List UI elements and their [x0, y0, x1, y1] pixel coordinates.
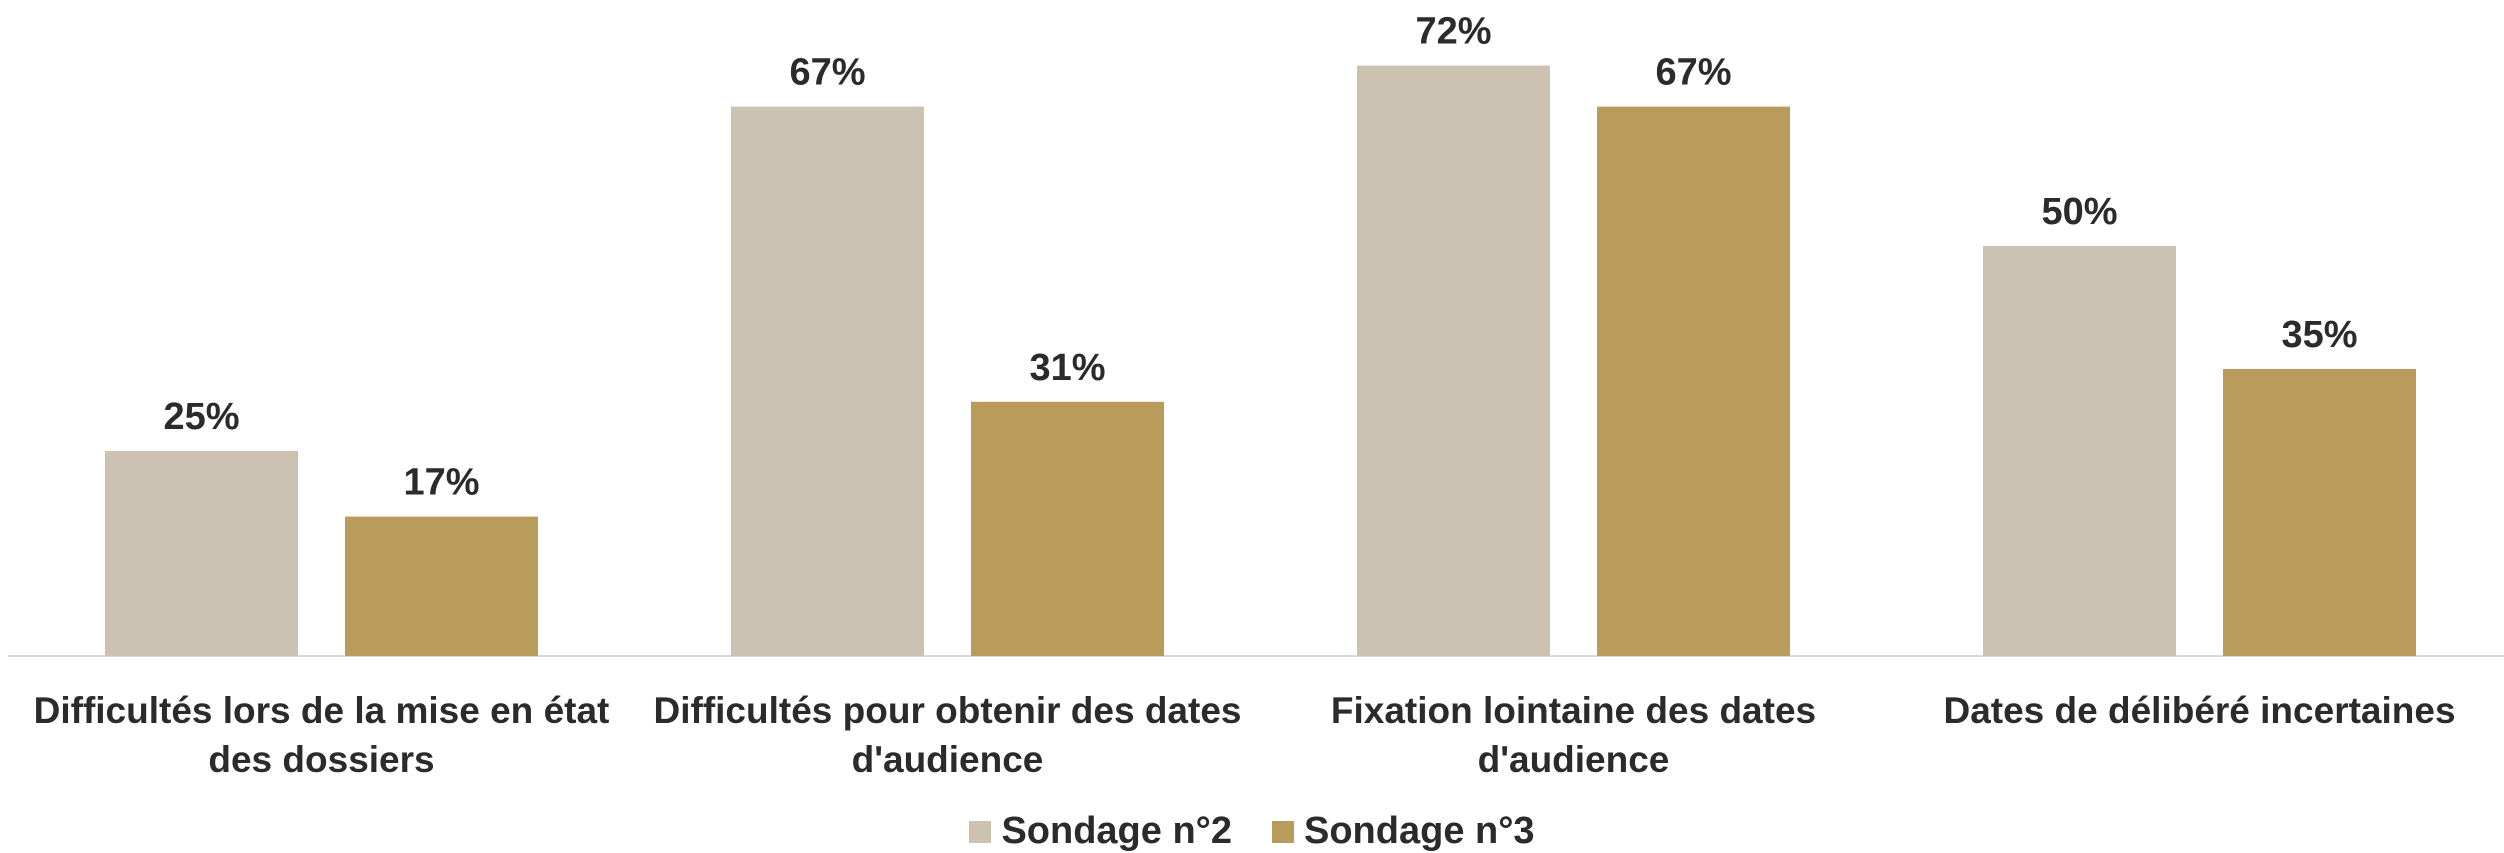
- legend-label: Sondage n°2: [1001, 810, 1232, 852]
- bar: [345, 516, 538, 656]
- legend-swatch: [969, 820, 992, 843]
- value-label: 35%: [2281, 314, 2357, 356]
- x-tick-label: Dates de délibéré incertaines: [1943, 690, 2456, 731]
- bar: [105, 451, 298, 656]
- bar: [1983, 246, 2176, 656]
- x-tick-label: Difficultés lors de la mise en état des …: [33, 690, 610, 780]
- bar: [1597, 106, 1790, 657]
- bar: [2223, 369, 2416, 656]
- value-label: 25%: [163, 396, 239, 438]
- value-label: 67%: [1655, 52, 1731, 94]
- bar: [1357, 65, 1550, 657]
- bar: [971, 401, 1164, 656]
- plot: 25% 67% 72% 50% 17% 31% 67% 35%: [8, 11, 2504, 657]
- value-label: 31%: [1029, 347, 1105, 389]
- legend-item: Sondage n°3: [1272, 810, 1535, 853]
- value-label: 50%: [2041, 191, 2117, 233]
- legend-swatch: [1272, 820, 1294, 843]
- legend-label: Sondage n°3: [1304, 810, 1535, 852]
- bar: [731, 106, 924, 657]
- value-label: 67%: [789, 52, 865, 94]
- value-label: 72%: [1415, 11, 1491, 53]
- x-tick-label: Difficultés pour obtenir des dates d'aud…: [653, 690, 1242, 780]
- x-tick-label: Fixation lointaine des dates d'audience: [1330, 690, 1817, 780]
- value-label: 17%: [403, 462, 479, 504]
- legend: Sondage n°2 Sondage n°3: [0, 810, 2504, 853]
- legend-item: Sondage n°2: [969, 810, 1232, 853]
